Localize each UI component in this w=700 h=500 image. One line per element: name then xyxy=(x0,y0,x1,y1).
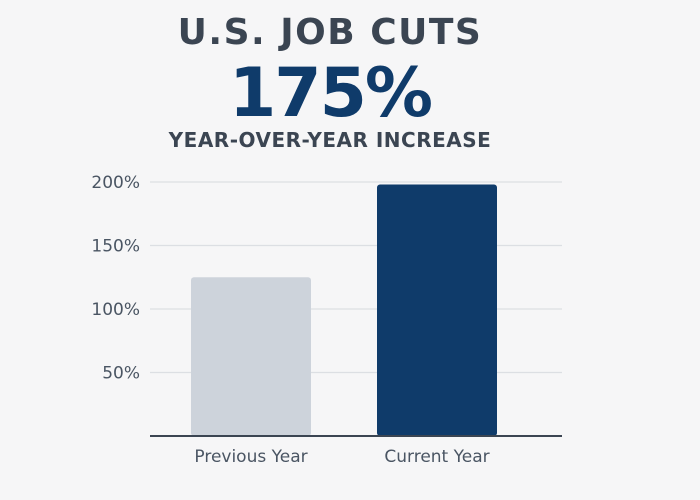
x-category-label: Current Year xyxy=(384,447,489,467)
bar-previous-year xyxy=(191,277,311,436)
bar-current-year xyxy=(377,184,497,436)
x-category-label: Previous Year xyxy=(194,447,307,467)
y-axis-ticks: 50% 100% 150% 200% xyxy=(91,173,140,384)
y-tick-label: 50% xyxy=(102,364,140,384)
chart-subtitle: YEAR-OVER-YEAR INCREASE xyxy=(168,128,492,152)
chart-title: U.S. JOB CUTS xyxy=(177,12,483,53)
bars xyxy=(191,184,497,436)
x-axis-categories: Previous Year Current Year xyxy=(194,447,489,467)
y-tick-label: 150% xyxy=(91,237,140,257)
headline-stat: 175% xyxy=(228,54,433,133)
y-tick-label: 100% xyxy=(91,300,140,320)
y-tick-label: 200% xyxy=(91,173,140,193)
